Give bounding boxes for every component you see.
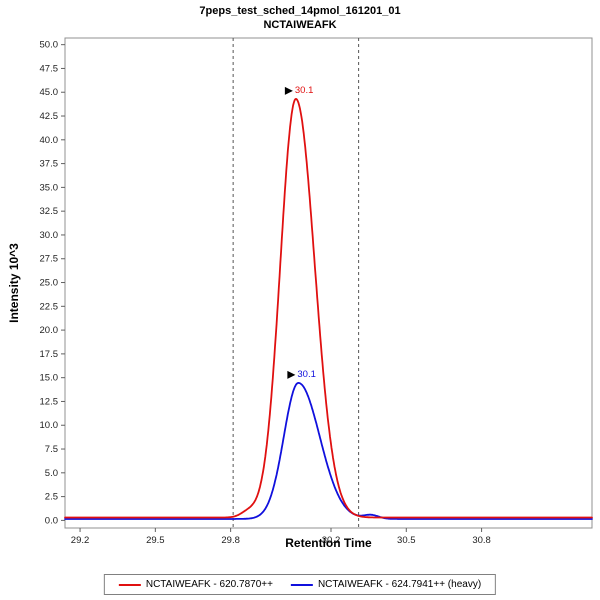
svg-text:32.5: 32.5 — [40, 206, 59, 217]
svg-text:5.0: 5.0 — [45, 468, 58, 479]
svg-text:22.5: 22.5 — [40, 301, 59, 312]
svg-text:29.2: 29.2 — [71, 535, 90, 546]
svg-text:0.0: 0.0 — [45, 515, 58, 526]
chart-title: 7peps_test_sched_14pmol_161201_01 — [199, 5, 401, 17]
svg-text:20.0: 20.0 — [40, 325, 59, 336]
svg-text:29.8: 29.8 — [221, 535, 240, 546]
chart-subtitle: NCTAIWEAFK — [263, 19, 337, 31]
legend-red-line-icon — [118, 583, 141, 586]
svg-text:30.0: 30.0 — [40, 230, 59, 241]
legend-label-light: NCTAIWEAFK - 620.7870++ — [145, 579, 273, 590]
svg-text:37.5: 37.5 — [40, 159, 59, 170]
svg-text:7.5: 7.5 — [45, 444, 58, 455]
svg-text:45.0: 45.0 — [40, 87, 59, 98]
svg-text:35.0: 35.0 — [40, 182, 59, 193]
legend-item-heavy: NCTAIWEAFK - 624.7941++ (heavy) — [290, 579, 482, 590]
svg-text:27.5: 27.5 — [40, 254, 59, 265]
svg-text:2.5: 2.5 — [45, 492, 58, 503]
legend: NCTAIWEAFK - 620.7870++ NCTAIWEAFK - 624… — [103, 574, 497, 595]
svg-text:30.2: 30.2 — [322, 535, 341, 546]
y-axis-label: Intensity 10^3 — [7, 243, 21, 323]
legend-blue-line-icon — [290, 583, 313, 586]
svg-text:30.1: 30.1 — [295, 85, 314, 96]
x-axis-label: Retention Time — [285, 536, 372, 550]
svg-text:30.1: 30.1 — [297, 369, 316, 380]
svg-text:40.0: 40.0 — [40, 135, 59, 146]
svg-text:30.8: 30.8 — [472, 535, 491, 546]
svg-text:12.5: 12.5 — [40, 396, 59, 407]
svg-text:47.5: 47.5 — [40, 63, 59, 74]
svg-text:50.0: 50.0 — [40, 40, 59, 51]
svg-text:10.0: 10.0 — [40, 420, 59, 431]
legend-item-light: NCTAIWEAFK - 620.7870++ — [118, 579, 273, 590]
svg-text:29.5: 29.5 — [146, 535, 165, 546]
svg-text:17.5: 17.5 — [40, 349, 59, 360]
svg-text:42.5: 42.5 — [40, 111, 59, 122]
legend-label-heavy: NCTAIWEAFK - 624.7941++ (heavy) — [317, 579, 482, 590]
svg-text:30.5: 30.5 — [397, 535, 416, 546]
svg-text:15.0: 15.0 — [40, 373, 59, 384]
svg-text:25.0: 25.0 — [40, 278, 59, 289]
